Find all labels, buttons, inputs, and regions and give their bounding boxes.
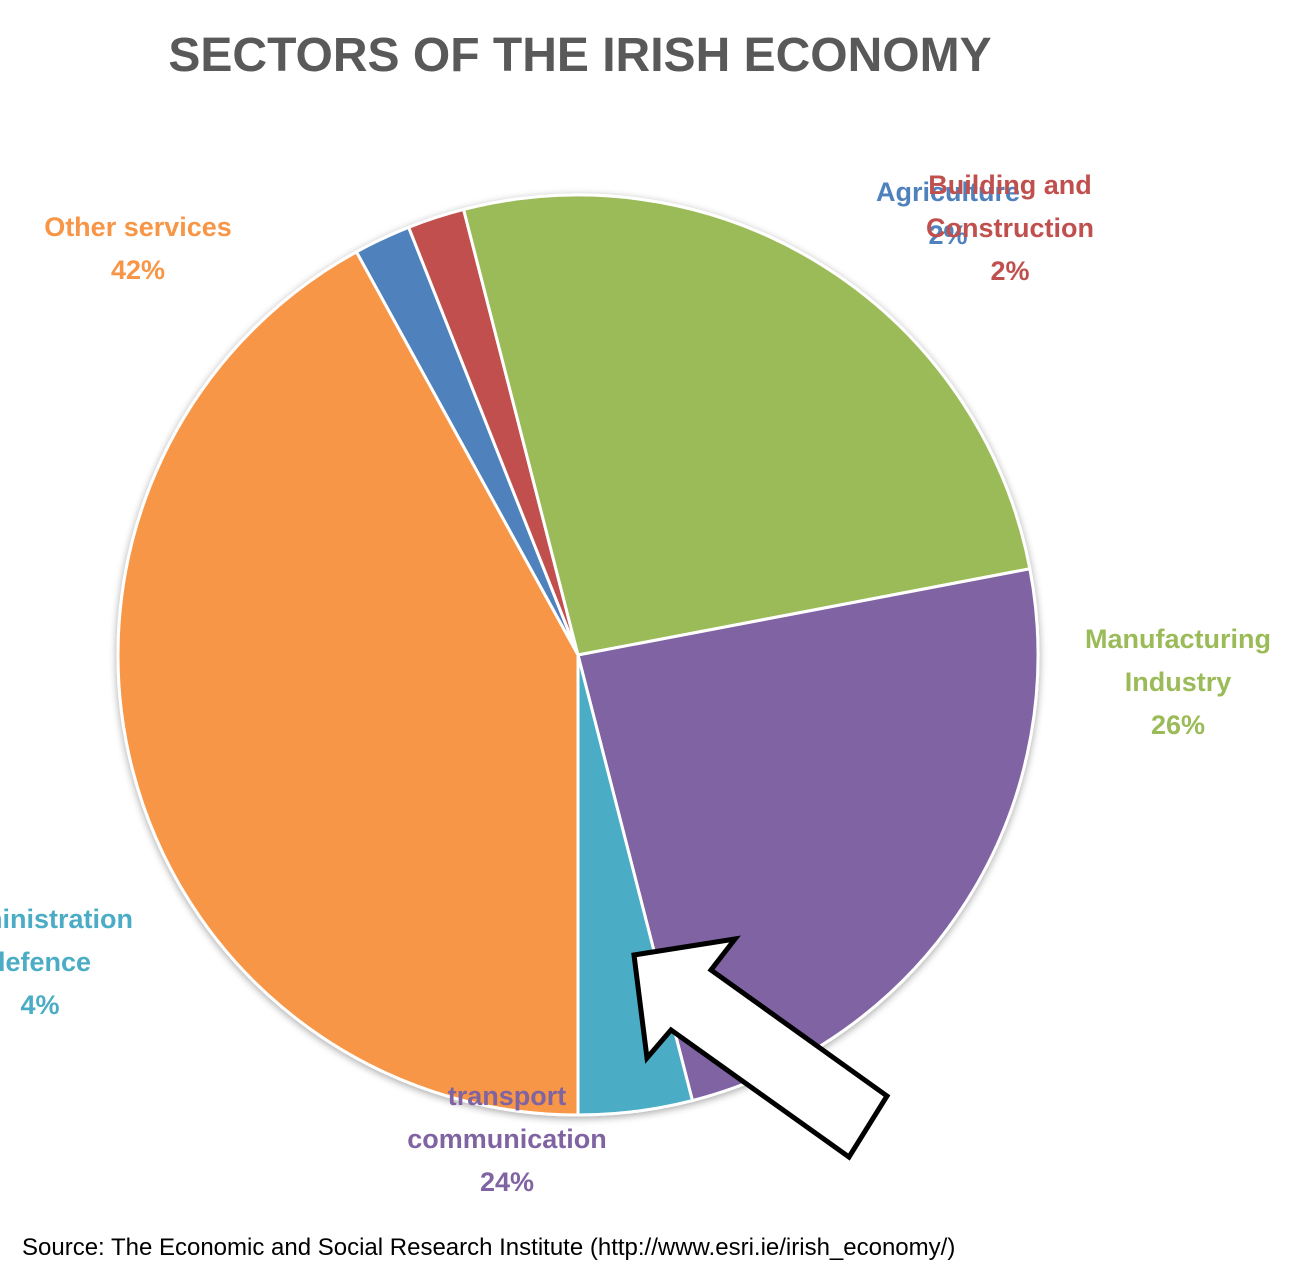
slice-label: transport communication 24% [407, 1081, 607, 1197]
chart-title: SECTORS OF THE IRISH ECONOMY [168, 29, 992, 82]
slice-label: Other services 42% [44, 212, 232, 285]
arrow-annotation [631, 935, 891, 1161]
slice-label: Manufacturing Industry 26% [1085, 624, 1271, 740]
pie-slice [461, 193, 1032, 657]
slice-label: Agriculture 2% [876, 177, 1020, 250]
slice-label: administrationdefence4% [0, 904, 133, 1020]
slice-label: Building and Construction 2% [926, 170, 1094, 286]
source-note: Source: The Economic and Social Research… [22, 1234, 956, 1261]
pie-slice [116, 249, 580, 1117]
